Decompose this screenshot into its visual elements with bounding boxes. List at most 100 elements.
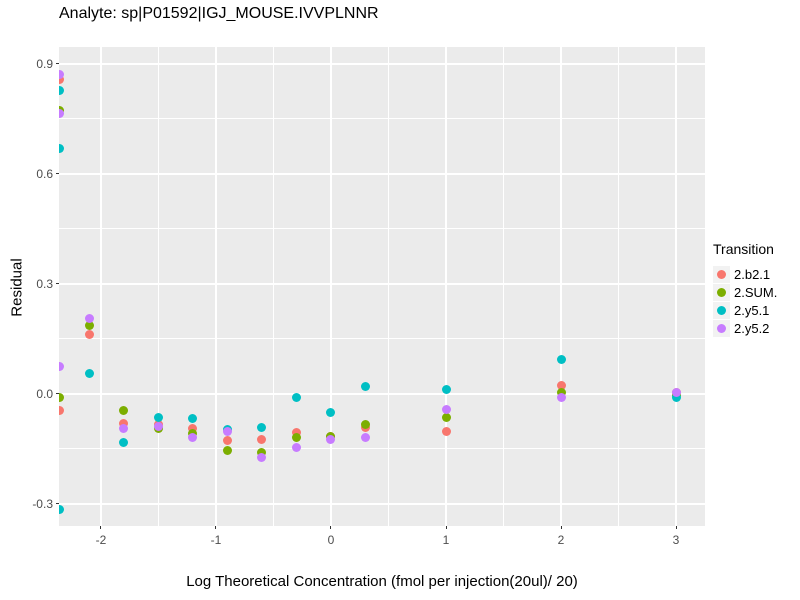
y-tick-label: 0.6 <box>36 166 53 181</box>
legend-key <box>713 302 730 319</box>
data-point-2.y5.1 <box>556 355 566 365</box>
x-axis-title: Log Theoretical Concentration (fmol per … <box>186 573 578 590</box>
data-point-2.b2.1 <box>188 423 198 433</box>
plot-panel <box>59 47 705 526</box>
data-point-2.y5.2 <box>59 69 65 79</box>
plot-title: Analyte: sp|P01592|IGJ_MOUSE.IVVPLNNR <box>59 5 379 22</box>
x-tick-label: -2 <box>95 533 107 547</box>
data-point-2.b2.1 <box>84 330 94 340</box>
data-point-2.b2.1 <box>257 434 267 444</box>
data-point-2.y5.2 <box>153 422 163 432</box>
legend: Transition 2.b2.1 2.SUM. 2.y5.1 2.y5.2 <box>713 241 799 338</box>
x-tick-label: 3 <box>672 533 680 547</box>
data-point-2.y5.2 <box>188 433 198 443</box>
x-tick-label: 1 <box>442 533 450 547</box>
legend-key-dot <box>717 288 726 297</box>
legend-key <box>713 266 730 283</box>
data-point-2.y5.1 <box>153 413 163 423</box>
x-major-gridline <box>675 47 678 526</box>
y-tick-mark <box>56 63 59 65</box>
y-tick-mark <box>56 503 59 505</box>
data-point-2.y5.2 <box>59 361 65 371</box>
legend-title: Transition <box>713 241 774 257</box>
data-point-2.y5.2 <box>441 404 451 414</box>
data-point-2.SUM. <box>556 387 566 397</box>
data-point-2.y5.1 <box>441 385 451 395</box>
y-tick-label: 0.9 <box>36 56 53 71</box>
x-tick-mark <box>215 526 217 529</box>
y-major-gridline <box>59 502 705 505</box>
y-tick-label: -0.3 <box>32 496 53 511</box>
legend-item-label: 2.y5.1 <box>734 303 770 318</box>
legend-items: 2.b2.1 2.SUM. 2.y5.1 2.y5.2 <box>713 266 799 337</box>
x-minor-gridline <box>157 47 159 526</box>
data-point-2.y5.1 <box>291 393 301 403</box>
data-point-2.SUM. <box>291 433 301 443</box>
data-point-2.y5.2 <box>556 393 566 403</box>
data-point-2.y5.2 <box>671 387 681 397</box>
data-point-2.SUM. <box>119 405 129 415</box>
x-tick-mark <box>675 526 677 529</box>
data-point-2.y5.2 <box>360 433 370 443</box>
data-point-2.y5.1 <box>59 504 65 514</box>
x-minor-gridline <box>272 47 274 526</box>
x-minor-gridline <box>503 47 504 526</box>
x-minor-gridline <box>618 47 619 526</box>
y-tick-mark <box>56 173 59 175</box>
legend-item-label: 2.y5.2 <box>734 321 770 336</box>
x-major-gridline <box>214 47 217 526</box>
y-major-gridline <box>59 172 705 175</box>
legend-item-2.y5.2: 2.y5.2 <box>713 320 799 337</box>
data-point-2.SUM. <box>84 320 94 330</box>
data-point-2.b2.1 <box>59 406 65 416</box>
data-point-2.b2.1 <box>59 74 65 84</box>
legend-item-2.y5.1: 2.y5.1 <box>713 302 799 319</box>
legend-item-label: 2.SUM. <box>734 285 778 300</box>
legend-key-dot <box>717 306 726 315</box>
y-major-gridline <box>59 282 705 285</box>
data-point-2.y5.1 <box>257 422 267 432</box>
x-tick-label: 2 <box>557 533 565 547</box>
data-point-2.SUM. <box>222 445 232 455</box>
y-minor-gridline <box>59 448 705 450</box>
data-point-2.b2.1 <box>556 381 566 391</box>
data-point-2.b2.1 <box>291 427 301 437</box>
x-major-gridline <box>99 47 102 526</box>
legend-item-label: 2.b2.1 <box>734 267 771 282</box>
y-tick-label: 0.0 <box>36 386 53 401</box>
data-point-2.y5.1 <box>326 407 336 417</box>
x-major-gridline <box>445 47 447 526</box>
data-point-2.y5.1 <box>59 144 65 154</box>
x-tick-label: -1 <box>210 533 222 547</box>
data-point-2.y5.2 <box>291 443 301 452</box>
x-major-gridline <box>560 47 562 526</box>
y-major-gridline <box>59 62 705 65</box>
data-point-2.SUM. <box>59 392 65 402</box>
x-tick-label: 0 <box>327 533 335 547</box>
data-point-2.y5.1 <box>360 382 370 392</box>
data-point-2.y5.1 <box>119 437 129 447</box>
data-point-2.y5.1 <box>84 368 94 378</box>
data-point-2.SUM. <box>360 419 370 429</box>
x-tick-mark <box>330 526 332 529</box>
y-minor-gridline <box>59 118 705 120</box>
data-point-2.y5.2 <box>59 108 65 118</box>
legend-key-dot <box>717 270 726 279</box>
x-major-gridline <box>329 47 332 526</box>
data-point-2.y5.2 <box>326 434 336 444</box>
data-point-2.b2.1 <box>119 418 129 428</box>
x-tick-mark <box>560 526 562 529</box>
x-minor-gridline <box>387 47 389 526</box>
legend-key <box>713 284 730 301</box>
data-point-2.y5.1 <box>671 393 681 403</box>
legend-item-2.SUM.: 2.SUM. <box>713 284 799 301</box>
data-point-2.y5.2 <box>119 423 129 433</box>
legend-item-2.b2.1: 2.b2.1 <box>713 266 799 283</box>
y-minor-gridline <box>59 228 705 230</box>
x-tick-mark <box>100 526 102 529</box>
y-tick-mark <box>56 283 59 285</box>
y-minor-gridline <box>59 338 705 340</box>
legend-key <box>713 320 730 337</box>
y-tick-mark <box>56 393 59 395</box>
